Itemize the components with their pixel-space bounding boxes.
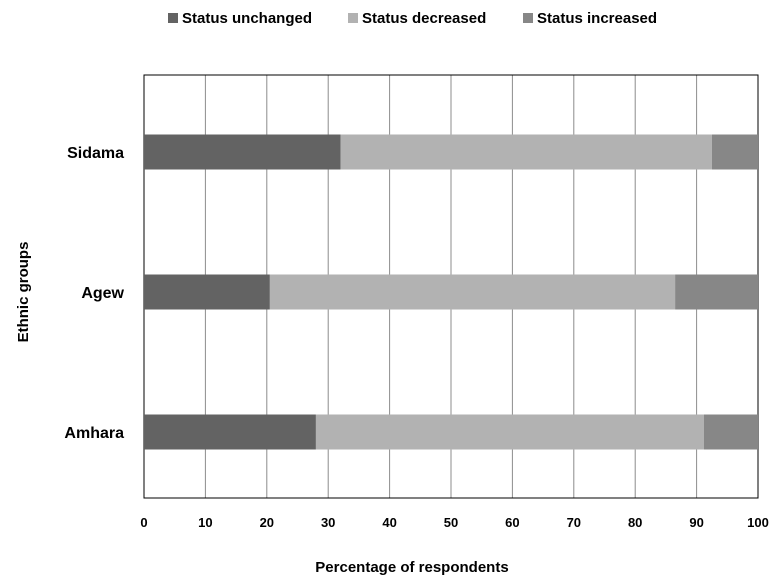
- category-label: Agew: [81, 285, 124, 302]
- legend-label: Status decreased: [362, 10, 486, 27]
- x-tick-label: 90: [689, 515, 703, 530]
- x-tick-label: 40: [382, 515, 396, 530]
- category-labels: Sidama Agew Amhara: [64, 145, 124, 442]
- bar-segment-sidama-3: [711, 134, 758, 170]
- x-axis-title: Percentage of respondents: [315, 559, 508, 576]
- bar-segment-agew-3: [675, 274, 758, 310]
- bar-segment-amhara-2: [315, 414, 704, 450]
- y-axis-title: Ethnic groups: [15, 242, 32, 343]
- x-tick-label: 0: [140, 515, 147, 530]
- legend-swatch: [348, 13, 358, 23]
- x-tick-label: 80: [628, 515, 642, 530]
- category-label: Amhara: [64, 425, 124, 442]
- bar-segment-sidama-2: [340, 134, 712, 170]
- x-tick-label: 10: [198, 515, 212, 530]
- legend-swatch: [523, 13, 533, 23]
- x-tick-label: 60: [505, 515, 519, 530]
- legend-label: Status increased: [537, 10, 657, 27]
- legend: Status unchanged Status decreased Status i…: [168, 10, 657, 27]
- legend-label: Status unchanged: [182, 10, 312, 27]
- bars: [144, 134, 758, 450]
- x-tick-labels: 0 10 20 30 40 50 60 70 80 90 100: [140, 515, 768, 530]
- bar-segment-amhara-1: [144, 414, 316, 450]
- x-tick-label: 30: [321, 515, 335, 530]
- bar-segment-sidama-1: [144, 134, 341, 170]
- x-tick-label: 100: [747, 515, 769, 530]
- bar-segment-amhara-3: [703, 414, 758, 450]
- legend-swatch: [168, 13, 178, 23]
- x-tick-label: 70: [567, 515, 581, 530]
- category-label: Sidama: [67, 145, 124, 162]
- bar-segment-agew-2: [269, 274, 676, 310]
- bar-segment-agew-1: [144, 274, 270, 310]
- x-tick-label: 50: [444, 515, 458, 530]
- x-tick-label: 20: [260, 515, 274, 530]
